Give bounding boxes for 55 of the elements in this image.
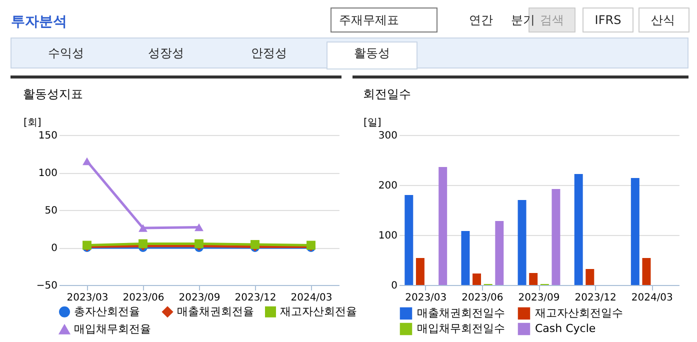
y-tick-label: 100 xyxy=(378,230,398,242)
y-tick-label: 150 xyxy=(38,130,58,142)
bar xyxy=(552,189,560,285)
legend-label: 재고자산회전일수 xyxy=(535,306,623,320)
bar xyxy=(416,258,424,285)
legend-label: 매출채권회전율 xyxy=(177,304,254,318)
legend-label: 매출채권회전일수 xyxy=(417,306,505,320)
chart-title: 활동성지표 xyxy=(23,87,83,101)
y-tick-label: 0 xyxy=(51,243,58,254)
bar xyxy=(574,174,583,285)
text: 투자분석 xyxy=(11,14,67,30)
legend-label: 총자산회전율 xyxy=(74,304,140,318)
text: 주재무제표 xyxy=(339,13,399,27)
text: 산식 xyxy=(651,13,675,27)
bar xyxy=(404,195,414,285)
x-tick-label: 2023/06 xyxy=(462,292,504,304)
bar xyxy=(529,273,538,285)
x-tick-label: 2023/06 xyxy=(122,292,164,304)
bar xyxy=(472,274,482,285)
y-axis-title: [일] xyxy=(364,118,382,128)
x-tick-label: 2023/09 xyxy=(178,292,220,304)
x-tick-label: 2023/03 xyxy=(405,292,447,304)
text: IFRS xyxy=(594,13,622,27)
bar xyxy=(495,221,504,285)
y-tick-label: 100 xyxy=(38,168,58,179)
text: 성장성 xyxy=(148,46,184,60)
legend-label: Cash Cycle xyxy=(535,322,596,335)
bar xyxy=(642,258,651,285)
x-tick-label: 2023/12 xyxy=(234,292,276,304)
legend-label: 매입채무회전율 xyxy=(74,322,151,336)
text: 분기 xyxy=(511,13,535,27)
legend-label: 매입채무회전일수 xyxy=(417,322,505,335)
x-tick-label: 2024/03 xyxy=(290,292,332,304)
text: 수익성 xyxy=(48,46,84,60)
bar xyxy=(461,231,470,285)
text: 활동성 xyxy=(354,46,390,60)
text: 연간 xyxy=(469,13,493,27)
x-tick-label: 2024/03 xyxy=(631,292,673,304)
bar xyxy=(630,178,640,285)
y-tick-label: 200 xyxy=(378,180,398,192)
y-tick-label: 0 xyxy=(391,280,398,292)
text: 안정성 xyxy=(251,46,287,60)
y-tick-label: −50 xyxy=(36,280,58,292)
text: 검색 xyxy=(540,13,564,27)
legend-label: 재고자산회전율 xyxy=(280,304,357,318)
y-axis-title: [회] xyxy=(24,118,42,128)
x-tick-label: 2023/12 xyxy=(574,292,616,304)
chart-title: 회전일수 xyxy=(363,87,411,101)
bar xyxy=(518,200,526,285)
y-tick-label: 300 xyxy=(378,130,398,142)
bar xyxy=(586,269,594,285)
x-tick-label: 2023/03 xyxy=(66,292,108,304)
y-tick-label: 50 xyxy=(44,206,58,216)
x-tick-label: 2023/09 xyxy=(518,292,560,304)
bar xyxy=(438,167,448,285)
